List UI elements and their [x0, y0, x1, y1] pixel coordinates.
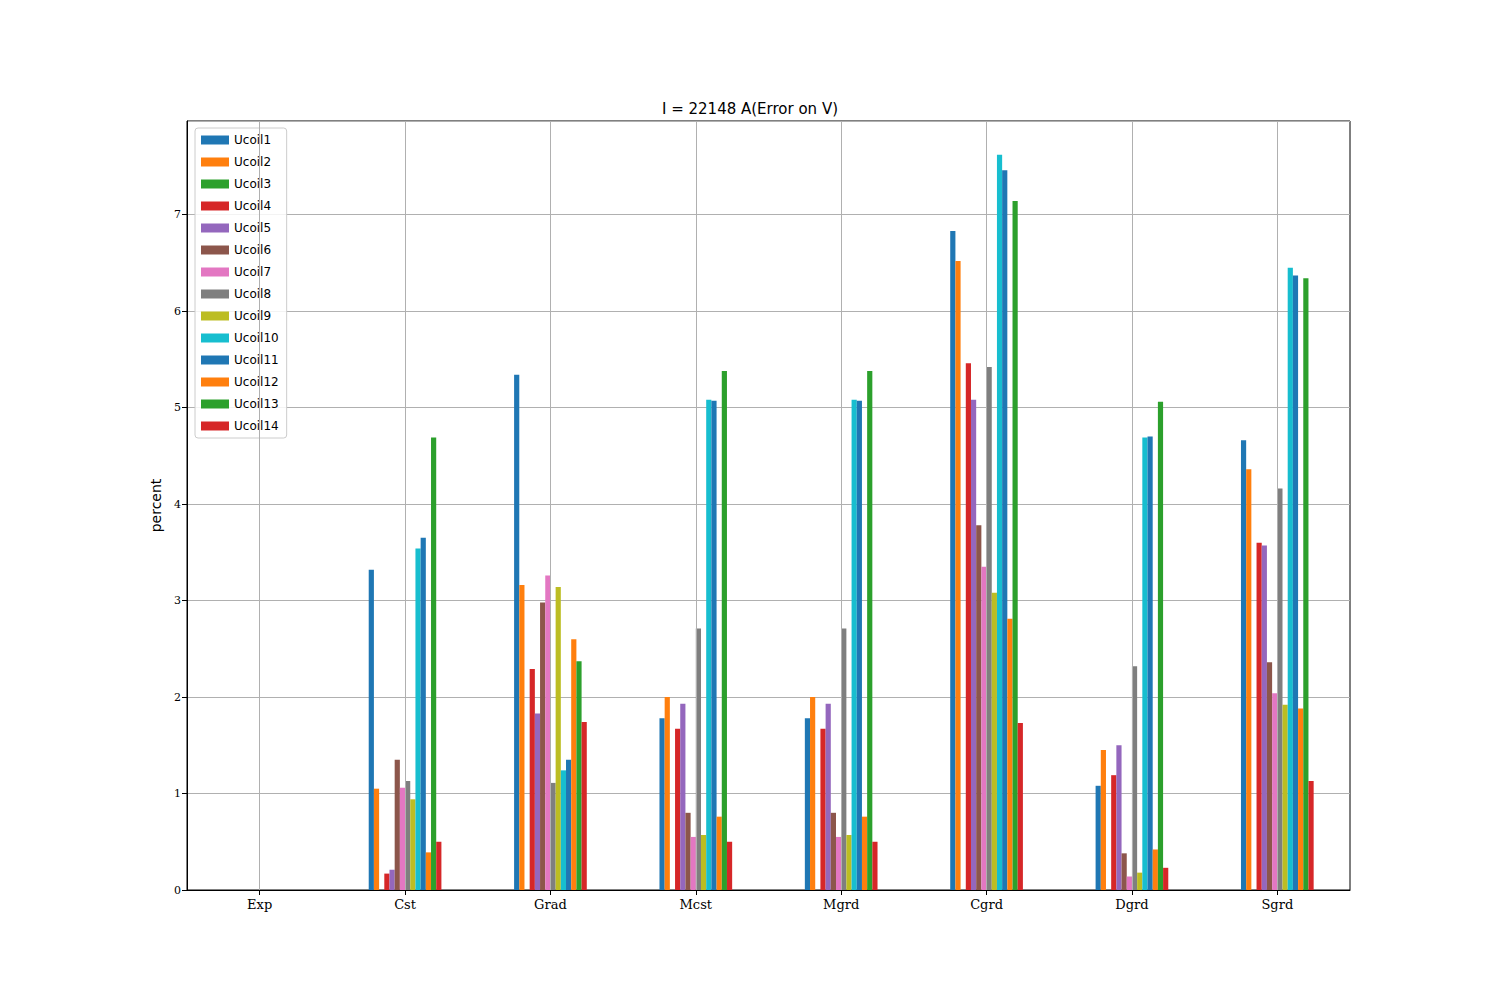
- svg-text:percent: percent: [148, 478, 164, 532]
- svg-text:Mgrd: Mgrd: [823, 897, 859, 912]
- svg-text:Ucoil2: Ucoil2: [234, 155, 271, 169]
- svg-text:2: 2: [174, 691, 181, 704]
- svg-text:Mcst: Mcst: [680, 897, 713, 912]
- svg-text:5: 5: [174, 401, 181, 414]
- svg-text:Ucoil7: Ucoil7: [234, 265, 271, 279]
- svg-text:Ucoil9: Ucoil9: [234, 309, 271, 323]
- svg-text:Ucoil8: Ucoil8: [234, 287, 271, 301]
- svg-text:Grad: Grad: [534, 897, 567, 912]
- svg-text:Ucoil4: Ucoil4: [234, 199, 271, 213]
- svg-text:Ucoil11: Ucoil11: [234, 353, 279, 367]
- svg-text:Exp: Exp: [247, 897, 272, 912]
- svg-text:0: 0: [174, 884, 181, 897]
- svg-text:Dgrd: Dgrd: [1115, 897, 1148, 912]
- svg-text:Ucoil13: Ucoil13: [234, 397, 279, 411]
- svg-text:Ucoil10: Ucoil10: [234, 331, 279, 345]
- svg-text:6: 6: [174, 305, 181, 318]
- svg-text:Ucoil6: Ucoil6: [234, 243, 271, 257]
- svg-text:Ucoil1: Ucoil1: [234, 133, 271, 147]
- svg-text:Ucoil12: Ucoil12: [234, 375, 279, 389]
- svg-text:Ucoil3: Ucoil3: [234, 177, 271, 191]
- svg-text:4: 4: [174, 498, 181, 511]
- svg-text:Ucoil14: Ucoil14: [234, 419, 279, 433]
- svg-text:I = 22148 A(Error on V): I = 22148 A(Error on V): [662, 100, 838, 118]
- svg-text:Cgrd: Cgrd: [970, 897, 1003, 912]
- svg-text:Sgrd: Sgrd: [1261, 897, 1293, 912]
- svg-text:1: 1: [174, 787, 181, 800]
- svg-text:3: 3: [174, 594, 181, 607]
- svg-text:7: 7: [174, 208, 181, 221]
- svg-text:Ucoil5: Ucoil5: [234, 221, 271, 235]
- svg-text:Cst: Cst: [394, 897, 417, 912]
